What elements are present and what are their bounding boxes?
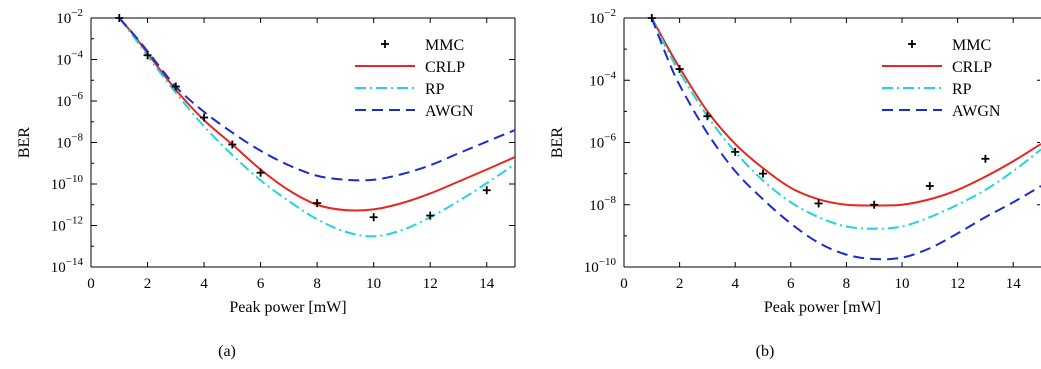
x-tick-label: 10	[366, 276, 381, 292]
data-point-mmc	[200, 113, 209, 122]
chart-panel-a: 0 2 4 6 8 10 12 14 10−2 10−4 10−6 10−8 10−10 10−12 10−…	[16, 7, 516, 360]
x-tick-label: 14	[479, 276, 495, 292]
x-axis-label: Peak power [mW]	[764, 299, 881, 316]
legend-label-rp: RP	[425, 81, 445, 98]
x-tick-label: 6	[257, 276, 265, 292]
data-point-mmc	[675, 64, 684, 73]
data-point-mmc	[482, 186, 491, 195]
data-point-mmc	[313, 199, 322, 208]
y-tick-label: 10−4	[589, 69, 616, 89]
x-tick-label: 2	[144, 276, 152, 292]
data-point-mmc	[143, 51, 152, 60]
y-tick-label: 10−4	[56, 49, 83, 69]
x-tick-label: 12	[423, 276, 438, 292]
panel-caption: (a)	[218, 343, 236, 360]
x-tick-label: 4	[200, 276, 208, 292]
data-point-mmc	[870, 200, 879, 209]
x-tick-label: 2	[676, 276, 684, 292]
series-line-crlp	[650, 18, 1041, 207]
x-tick-label: 12	[950, 276, 965, 292]
x-tick-label: 10	[895, 276, 910, 292]
y-tick-label: 10−10	[584, 256, 617, 276]
series-line-crlp	[118, 18, 515, 212]
series-line-rp	[118, 18, 515, 238]
x-axis-label: Peak power [mW]	[229, 299, 346, 316]
legend-label-crlp: CRLP	[952, 59, 992, 76]
legend: MMC CRLP RP AWGN	[882, 37, 1001, 120]
x-tick-label: 14	[1006, 276, 1022, 292]
y-tick-label: 10−2	[56, 7, 83, 27]
data-point-mmc	[426, 211, 435, 220]
data-point-mmc	[171, 82, 180, 91]
data-point-mmc	[369, 213, 378, 222]
plot-area	[650, 18, 1041, 261]
plot-area	[118, 18, 515, 238]
data-point-mmc	[115, 14, 124, 22]
y-axis-label: BER	[549, 127, 566, 158]
x-tick-label: 0	[620, 276, 628, 292]
data-point-mmc	[759, 169, 767, 178]
x-tick-label: 0	[87, 276, 95, 292]
data-point-mmc	[814, 199, 823, 208]
legend: MMC CRLP RP AWGN	[355, 37, 474, 120]
data-point-mmc	[731, 147, 740, 156]
y-tick-label: 10−2	[589, 7, 616, 27]
chart-panel-b: 0 2 4 6 8 10 12 14 10−2 10−4 10−6 10−8 10−10 Peak pow…	[549, 7, 1041, 360]
y-tick-label: 10−12	[51, 215, 83, 235]
legend-label-crlp: CRLP	[425, 59, 465, 76]
panel-caption: (b)	[756, 343, 775, 360]
series-line-awgn	[118, 18, 515, 182]
legend-label-awgn: AWGN	[952, 103, 1001, 120]
data-point-mmc	[228, 140, 237, 149]
legend-label-awgn: AWGN	[425, 103, 474, 120]
legend-label-rp: RP	[952, 81, 972, 98]
y-tick-label: 10−10	[51, 173, 84, 193]
legend-label-mmc: MMC	[425, 37, 464, 54]
y-tick-label: 10−8	[589, 194, 616, 214]
y-tick-label: 10−8	[56, 132, 83, 152]
y-tick-label: 10−14	[51, 256, 84, 276]
legend-label-mmc: MMC	[952, 37, 991, 54]
data-point-mmc	[703, 112, 712, 121]
series-line-rp	[650, 18, 1041, 230]
data-point-mmc	[981, 154, 990, 163]
x-tick-label: 6	[787, 276, 795, 292]
x-tick-label: 8	[313, 276, 321, 292]
y-axis-label: BER	[16, 127, 33, 158]
data-point-mmc	[256, 168, 265, 177]
series-line-awgn	[650, 18, 1041, 261]
y-tick-label: 10−6	[589, 132, 616, 152]
data-point-mmc	[647, 14, 656, 22]
x-tick-label: 8	[843, 276, 851, 292]
x-tick-label: 4	[731, 276, 739, 292]
data-point-mmc	[925, 182, 934, 191]
y-tick-label: 10−6	[56, 90, 83, 110]
